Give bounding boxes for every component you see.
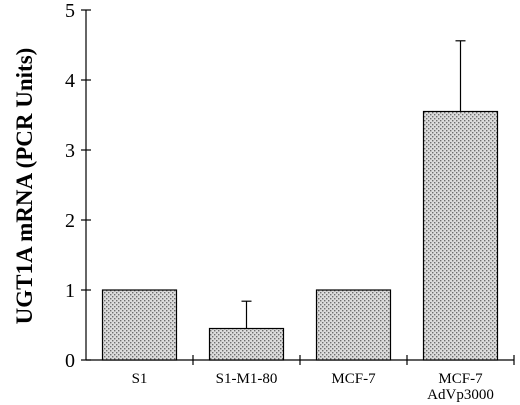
bar-3 <box>422 110 499 361</box>
y-tick-label: 0 <box>65 350 75 372</box>
y-axis-label: UGT1A mRNA (PCR Units) <box>12 48 37 325</box>
category-label: MCF-7 <box>331 371 376 387</box>
bar-1 <box>208 327 285 361</box>
bar-2 <box>315 289 392 361</box>
category-label: MCF-7 <box>438 371 483 387</box>
y-tick-label: 2 <box>65 210 75 232</box>
y-tick-label: 4 <box>65 70 75 92</box>
category-label: S1-M1-80 <box>216 371 278 387</box>
y-tick-label: 5 <box>65 0 75 22</box>
bar-0 <box>101 289 178 361</box>
category-label: AdVp3000 <box>427 387 494 403</box>
y-tick-label: 3 <box>65 140 75 162</box>
category-label: S1 <box>132 371 148 387</box>
y-tick-label: 1 <box>65 280 75 302</box>
